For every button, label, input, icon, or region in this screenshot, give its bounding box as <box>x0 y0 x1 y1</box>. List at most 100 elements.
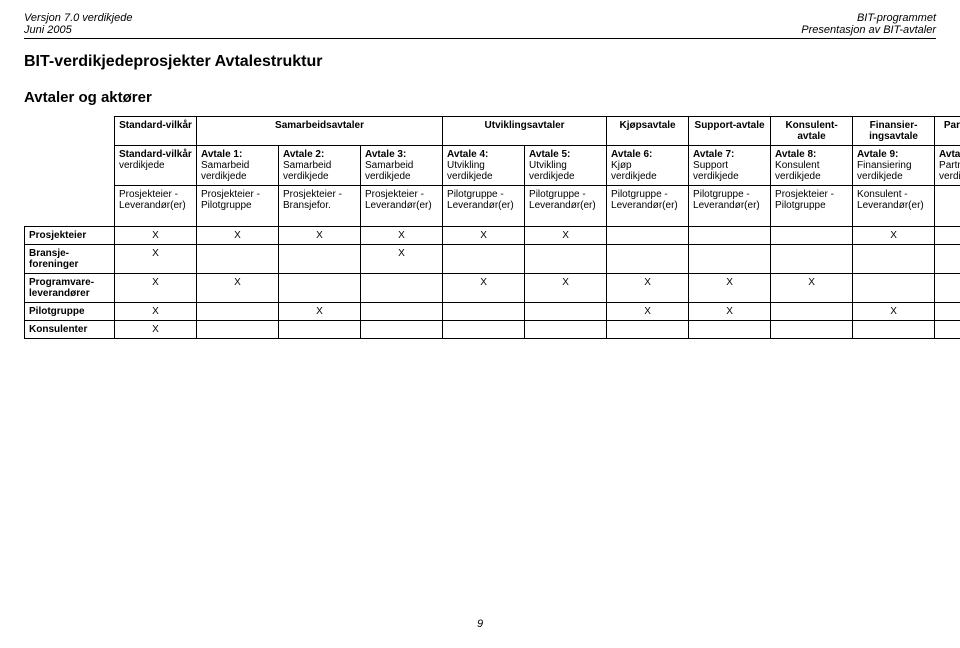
page-number: 9 <box>0 618 960 630</box>
matrix-cell <box>279 274 361 303</box>
row-label: Programvare-leverandører <box>25 274 115 303</box>
matrix-cell <box>771 321 853 339</box>
matrix-cell: X <box>279 303 361 321</box>
matrix-cell: X <box>361 245 443 274</box>
matrix-cell <box>689 245 771 274</box>
group-header: Utviklingsavtaler <box>443 117 607 146</box>
matrix-cell <box>771 303 853 321</box>
group-header: Samarbeidsavtaler <box>197 117 443 146</box>
matrix-cell <box>279 245 361 274</box>
header-right-2: Presentasjon av BIT-avtaler <box>801 24 936 36</box>
sub-header-cell: Standard-vilkårverdikjede <box>115 146 197 186</box>
empty-cell <box>25 186 115 227</box>
description-cell: Prosjekteier - Leverandør(er) <box>115 186 197 227</box>
header-right-1: BIT-programmet <box>801 12 936 24</box>
matrix-cell: X <box>361 227 443 245</box>
matrix-cell: X <box>607 274 689 303</box>
divider <box>24 38 936 39</box>
description-cell: Pilotgruppe - Leverandør(er) <box>607 186 689 227</box>
matrix-cell <box>607 321 689 339</box>
sub-header-cell: Avtale 9:Finansieringverdikjede <box>853 146 935 186</box>
page-title: BIT-verdikjedeprosjekter Avtalestruktur <box>24 53 936 71</box>
group-header: Konsulent-avtale <box>771 117 853 146</box>
matrix-cell <box>525 321 607 339</box>
matrix-cell: X <box>115 227 197 245</box>
matrix-cell: X <box>115 303 197 321</box>
matrix-cell: X <box>607 303 689 321</box>
description-cell: Pilotgruppe - Leverandør(er) <box>525 186 607 227</box>
matrix-cell: X <box>689 274 771 303</box>
description-cell: Konsulent - Leverandør(er) <box>853 186 935 227</box>
row-label: Konsulenter <box>25 321 115 339</box>
description-cell: Prosjekteier - Bransjefor. <box>279 186 361 227</box>
header-left-2: Juni 2005 <box>24 24 132 36</box>
description-cell: Prosjekteier - Leverandør(er) <box>361 186 443 227</box>
matrix-cell <box>361 274 443 303</box>
table-row: PilotgruppeXXXXX <box>25 303 960 321</box>
sub-header-cell: Avtale 2:Samarbeidverdikjede <box>279 146 361 186</box>
matrix-cell <box>443 245 525 274</box>
empty-corner <box>25 117 115 146</box>
sub-header-cell: Avtale 6:Kjøpverdikjede <box>607 146 689 186</box>
group-header: Support-avtale <box>689 117 771 146</box>
matrix-cell: X <box>197 227 279 245</box>
sub-header-cell: Avtale 5:Utviklingverdikjede <box>525 146 607 186</box>
matrix-cell: X <box>279 227 361 245</box>
matrix-cell <box>197 303 279 321</box>
matrix-cell <box>935 227 960 245</box>
matrix-cell: X <box>115 245 197 274</box>
matrix-cell: X <box>853 303 935 321</box>
matrix-cell <box>771 227 853 245</box>
sub-header-cell: Avtale 4:Utviklingverdikjede <box>443 146 525 186</box>
matrix-cell: X <box>525 227 607 245</box>
description-cell: Prosjekteier - Pilotgruppe <box>197 186 279 227</box>
matrix-cell: X <box>689 303 771 321</box>
matrix-cell <box>853 321 935 339</box>
row-label: Pilotgruppe <box>25 303 115 321</box>
table-row: ProsjekteierXXXXXXX <box>25 227 960 245</box>
row-label: Prosjekteier <box>25 227 115 245</box>
sub-header-cell: Avtale 8:Konsulentverdikjede <box>771 146 853 186</box>
matrix-cell <box>361 321 443 339</box>
row-label: Bransje-foreninger <box>25 245 115 274</box>
matrix-cell: X <box>443 227 525 245</box>
matrix-cell <box>689 321 771 339</box>
group-header: Kjøpsavtale <box>607 117 689 146</box>
sub-header-cell: Avtale 1:Samarbeidverdikjede <box>197 146 279 186</box>
page-subtitle: Avtaler og aktører <box>24 89 936 106</box>
matrix-cell: X <box>115 274 197 303</box>
table-row: Programvare-leverandørerXXXXXXXX <box>25 274 960 303</box>
matrix-cell <box>607 245 689 274</box>
matrix-cell <box>689 227 771 245</box>
description-cell: Pilotgruppe - Leverandør(er) <box>689 186 771 227</box>
matrix-cell <box>771 245 853 274</box>
group-header: Finansier-ingsavtale <box>853 117 935 146</box>
empty-cell <box>25 146 115 186</box>
description-cell: Prosjekteier - Pilotgruppe <box>771 186 853 227</box>
sub-header-row: Standard-vilkårverdikjedeAvtale 1:Samarb… <box>25 146 960 186</box>
matrix-cell <box>935 245 960 274</box>
table-row: Bransje-foreningerXX <box>25 245 960 274</box>
matrix-cell: X <box>935 274 960 303</box>
table-row: KonsulenterXX <box>25 321 960 339</box>
matrix-cell <box>853 274 935 303</box>
matrix-cell <box>443 303 525 321</box>
matrix-cell: X <box>771 274 853 303</box>
matrix-cell: X <box>115 321 197 339</box>
matrix-cell: X <box>443 274 525 303</box>
sub-header-cell: Avtale 10:Partnerverdikjede <box>935 146 960 186</box>
matrix-cell <box>279 321 361 339</box>
matrix-cell <box>197 245 279 274</box>
matrix-cell <box>607 227 689 245</box>
group-header: Partneravtale <box>935 117 960 146</box>
group-header-row: Standard-vilkår Samarbeidsavtaler Utvikl… <box>25 117 960 146</box>
matrix-cell <box>525 303 607 321</box>
matrix-table: Standard-vilkår Samarbeidsavtaler Utvikl… <box>24 116 960 339</box>
matrix-cell <box>853 245 935 274</box>
page-header: Versjon 7.0 verdikjede Juni 2005 BIT-pro… <box>24 12 936 36</box>
description-cell: Pilotgruppe - Leverandør(er) <box>443 186 525 227</box>
matrix-cell <box>525 245 607 274</box>
sub-header-cell: Avtale 3:Samarbeidverdikjede <box>361 146 443 186</box>
matrix-cell: X <box>853 227 935 245</box>
matrix-cell: X <box>525 274 607 303</box>
